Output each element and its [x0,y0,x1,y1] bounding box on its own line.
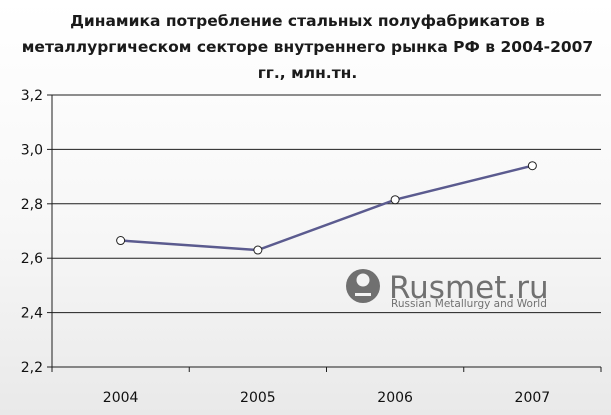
y-tick-label: 2,2 [21,360,43,376]
data-point-marker [253,245,263,255]
y-tick-label: 2,8 [21,197,43,213]
y-tick-label: 3,2 [21,88,43,104]
x-tick-label: 2005 [240,390,276,406]
watermark: Rusmet.ru Russian Metallurgy and World [346,269,549,310]
data-point-marker [527,161,537,171]
data-point-marker [116,236,126,246]
series-layer [116,161,537,255]
chart-title: Динамика потребление стальных полуфабрик… [21,12,594,82]
x-tick-label: 2006 [377,390,413,406]
grid-lines [52,94,601,314]
watermark-tagline: Russian Metallurgy and World [391,298,547,310]
watermark-logo-bar [355,293,371,296]
y-tick-label: 2,4 [21,306,43,322]
data-point-marker [390,195,400,205]
y-tick-label: 2,6 [21,251,43,267]
axes [47,94,602,372]
y-tick-label: 3,0 [21,142,43,158]
series-line [120,164,533,252]
watermark-logo-hole [356,273,370,287]
x-tick-label: 2004 [103,390,139,406]
watermark-brand: Rusmet.ru [389,270,549,306]
x-tick-labels: 2004 2005 2006 2007 [103,390,550,406]
y-tick-labels: 2,2 2,4 2,6 2,8 3,0 3,2 [21,88,43,376]
x-tick-label: 2007 [515,390,551,406]
